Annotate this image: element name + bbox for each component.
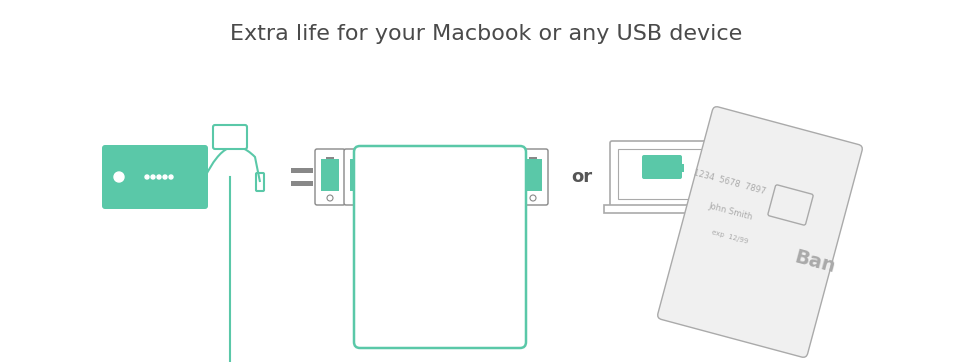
Bar <box>379 159 397 191</box>
Bar <box>413 157 421 160</box>
Bar <box>291 181 313 186</box>
FancyBboxPatch shape <box>431 149 461 205</box>
Bar <box>466 159 484 191</box>
Bar <box>355 157 363 160</box>
Circle shape <box>163 175 167 179</box>
FancyBboxPatch shape <box>642 155 682 179</box>
FancyBboxPatch shape <box>373 149 403 205</box>
Circle shape <box>114 172 124 182</box>
Bar <box>326 157 334 160</box>
Bar <box>291 168 313 173</box>
Bar <box>524 159 542 191</box>
Circle shape <box>169 175 173 179</box>
Text: or: or <box>572 168 593 186</box>
Circle shape <box>151 175 155 179</box>
FancyBboxPatch shape <box>460 149 490 205</box>
Bar <box>384 157 392 160</box>
FancyBboxPatch shape <box>354 146 526 348</box>
Bar <box>500 157 508 160</box>
Text: exp  12/99: exp 12/99 <box>712 229 748 245</box>
FancyBboxPatch shape <box>213 125 247 149</box>
Text: Extra life for your Macbook or any USB device: Extra life for your Macbook or any USB d… <box>229 24 743 44</box>
Text: 1234  5678  7897: 1234 5678 7897 <box>693 168 767 196</box>
Circle shape <box>157 175 161 179</box>
FancyBboxPatch shape <box>610 141 714 207</box>
Bar <box>408 159 426 191</box>
Bar <box>618 149 706 199</box>
Bar <box>680 164 684 172</box>
Bar <box>529 157 537 160</box>
FancyBboxPatch shape <box>489 149 519 205</box>
FancyBboxPatch shape <box>102 145 208 209</box>
Text: Ban: Ban <box>792 247 838 277</box>
FancyBboxPatch shape <box>518 149 548 205</box>
Bar <box>471 157 479 160</box>
Text: John Smith: John Smith <box>707 202 753 222</box>
FancyBboxPatch shape <box>344 149 374 205</box>
Bar <box>495 159 513 191</box>
Bar <box>437 159 455 191</box>
Circle shape <box>145 175 149 179</box>
Bar <box>442 157 450 160</box>
FancyBboxPatch shape <box>315 149 345 205</box>
FancyBboxPatch shape <box>658 107 862 357</box>
FancyBboxPatch shape <box>604 205 720 213</box>
Bar <box>321 159 339 191</box>
Bar <box>350 159 368 191</box>
FancyBboxPatch shape <box>402 149 432 205</box>
